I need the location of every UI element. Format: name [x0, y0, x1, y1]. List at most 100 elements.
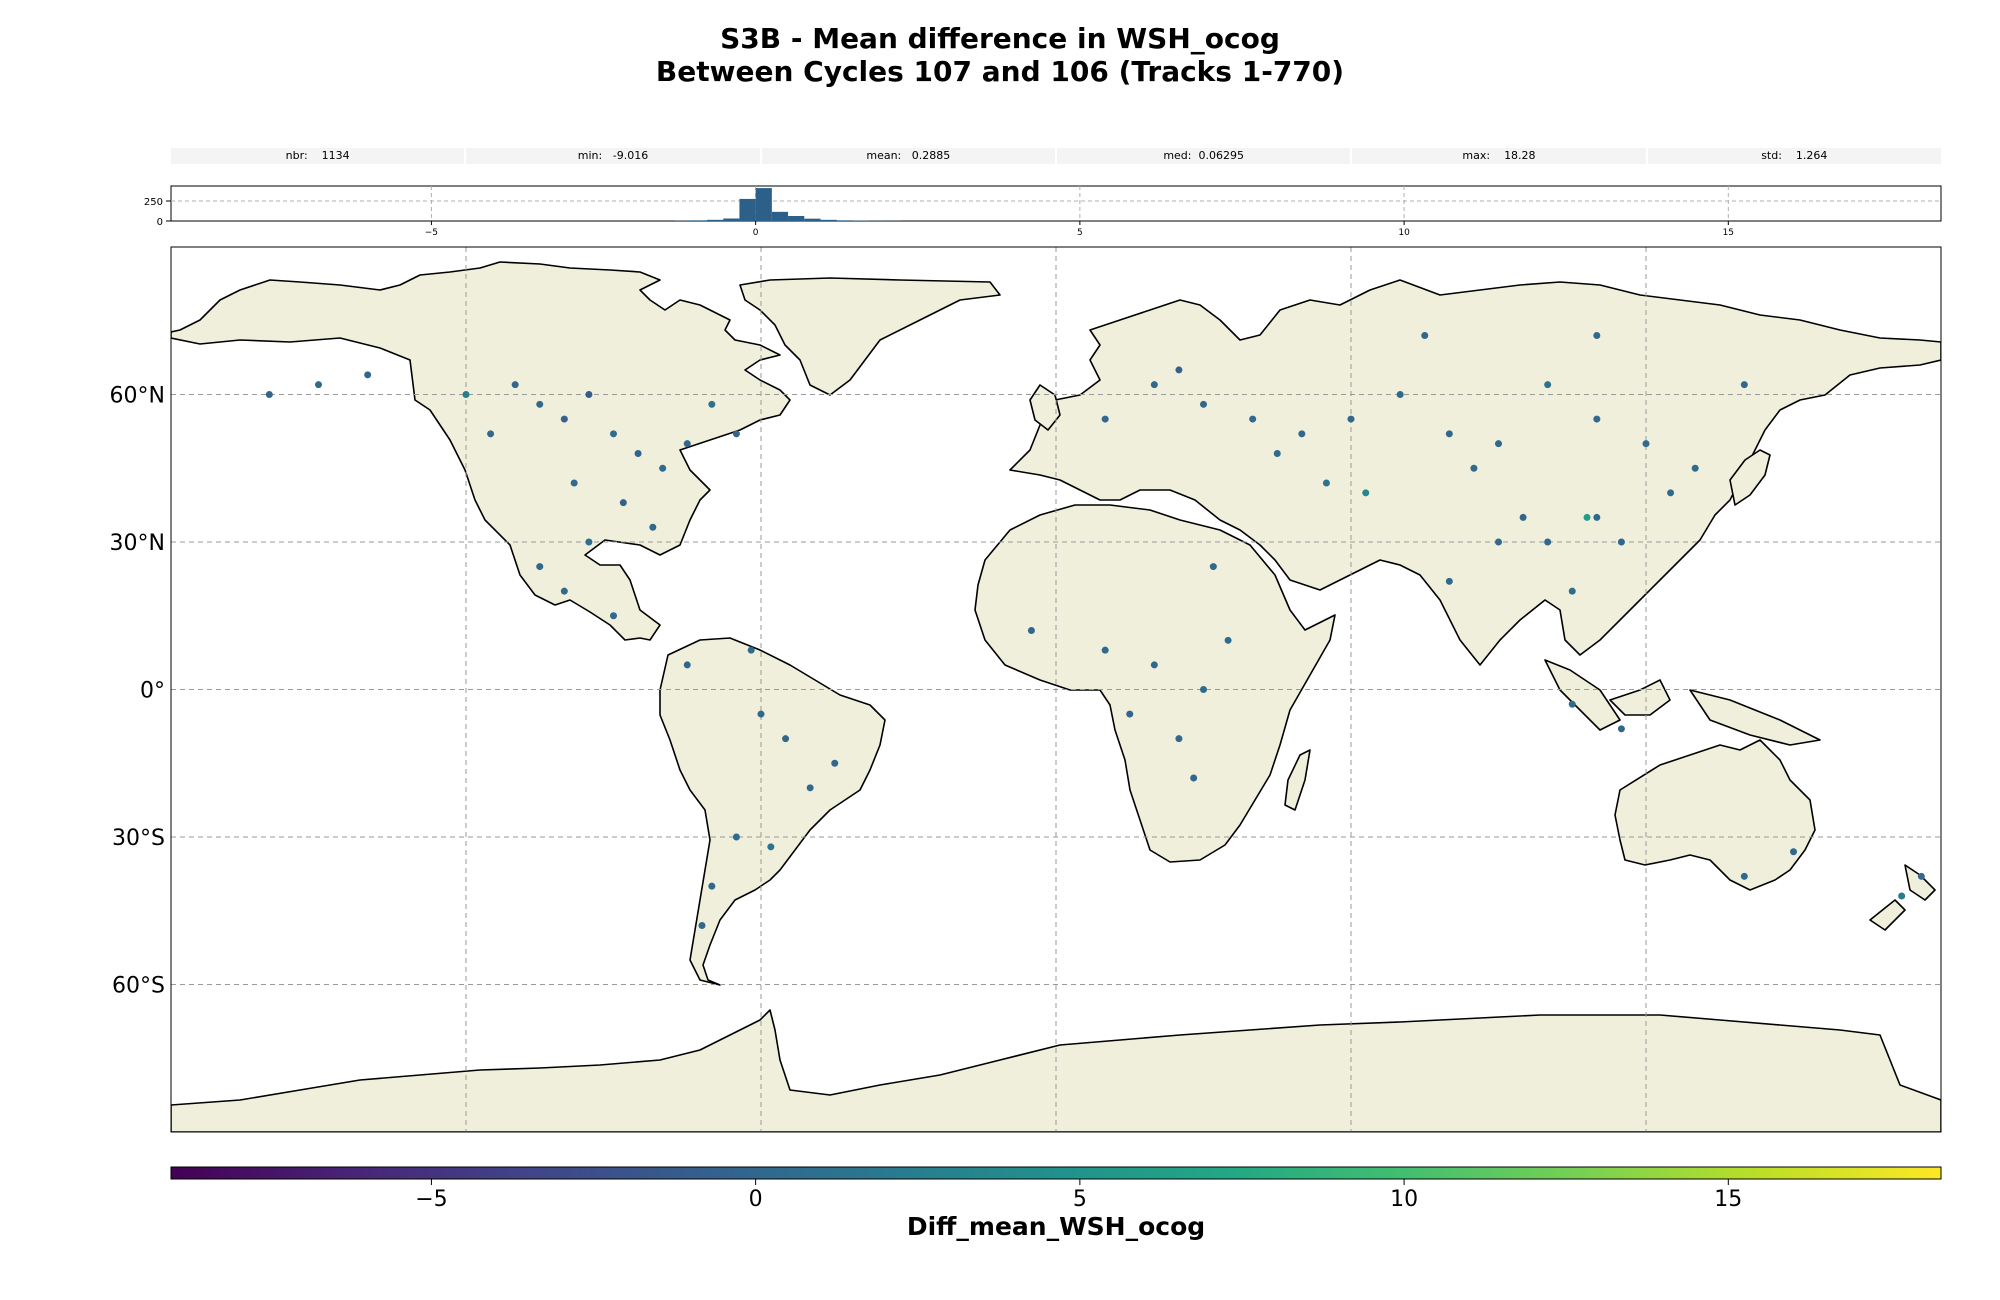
data-point [619, 499, 627, 507]
data-point [1593, 415, 1601, 423]
data-point [1150, 381, 1158, 389]
stat-label: min: [577, 149, 603, 162]
madagascar-landmass [1284, 749, 1311, 811]
stat-value: 0.06295 [1198, 149, 1244, 162]
new-zealand-landmass [1869, 864, 1936, 931]
data-point [1322, 479, 1330, 487]
australia-landmass [1614, 739, 1816, 891]
data-point [1568, 700, 1576, 708]
histogram-x-tick-label: 5 [1077, 228, 1083, 238]
data-point [806, 784, 814, 792]
data-point [1691, 464, 1699, 472]
data-point [1150, 661, 1158, 669]
stat-mean: mean: 0.2885 [761, 148, 1057, 164]
data-point [1667, 489, 1675, 497]
histogram-bar [755, 188, 772, 221]
histogram-bars [674, 188, 902, 221]
data-point [698, 922, 706, 929]
uk-landmass [1029, 384, 1061, 431]
latitude-label: 0° [140, 679, 165, 704]
colorbar-label: Diff_mean_WSH_ocog [907, 1212, 1205, 1241]
stat-value: -9.016 [612, 149, 649, 162]
data-point [1583, 513, 1591, 521]
map-frame [170, 246, 1942, 1133]
data-point [1593, 513, 1601, 521]
data-point [462, 391, 470, 398]
data-point [560, 587, 568, 595]
data-point [1495, 440, 1502, 448]
data-point [1249, 415, 1257, 423]
data-point [1175, 735, 1183, 743]
data-point [536, 563, 544, 571]
colorbar-tick-label: 5 [1073, 1187, 1087, 1212]
data-point [1362, 489, 1370, 497]
histogram-x-tick-label: 15 [1723, 228, 1734, 238]
data-point [683, 440, 691, 448]
stat-label: std: [1761, 149, 1782, 162]
stat-label: mean: [866, 149, 902, 162]
latitude-label: 30°N [110, 531, 165, 556]
southeast-asia-islands [1544, 659, 1821, 746]
histogram-bar [836, 220, 853, 221]
latitude-label: 60°S [112, 974, 165, 999]
histogram-y-tick-label: 250 [144, 197, 163, 208]
data-point [767, 843, 775, 851]
histogram-x-ticks: −5 0 5 10 15 [425, 221, 1734, 238]
data-point [1519, 513, 1527, 521]
colorbar-tick-label: 10 [1390, 1187, 1418, 1212]
data-point [570, 479, 578, 487]
stat-std: std: 1.264 [1647, 148, 1941, 164]
data-point [1617, 725, 1625, 733]
histogram-bar [804, 218, 821, 221]
data-points [265, 332, 1925, 929]
data-point [364, 371, 372, 379]
data-point [1101, 646, 1109, 654]
data-point [708, 400, 716, 408]
data-point [708, 882, 716, 890]
histogram-x-tick-label: 0 [753, 228, 759, 238]
data-point [265, 391, 273, 398]
stat-label: max: [1462, 149, 1491, 162]
colorbar-gradient [170, 1166, 1942, 1180]
data-point [1190, 774, 1198, 782]
data-point [1200, 686, 1207, 693]
stat-value: 1.264 [1795, 149, 1828, 162]
data-point [610, 612, 617, 620]
data-point [1790, 848, 1797, 856]
histogram-bar [739, 198, 756, 221]
histogram-bar [788, 216, 805, 221]
south-america-landmass [659, 637, 886, 986]
data-point [585, 391, 593, 398]
data-point [487, 430, 495, 438]
world-map: 60°N 30°N 0° 30°S 60°S [110, 246, 1942, 1133]
data-point [585, 538, 593, 546]
data-point [1740, 872, 1748, 880]
histogram-bar [707, 219, 724, 221]
data-point [732, 430, 740, 438]
stat-min: min: -9.016 [466, 148, 762, 164]
greenland-landmass [739, 277, 1001, 396]
data-point [1126, 710, 1134, 718]
histogram-bar [771, 211, 789, 221]
stat-max: max: 18.28 [1352, 148, 1648, 164]
data-point [610, 430, 617, 438]
data-point [560, 415, 568, 423]
data-point [1445, 577, 1453, 585]
data-point [1740, 381, 1748, 389]
colorbar-tick-label: 15 [1714, 1187, 1742, 1212]
data-point [1347, 415, 1355, 423]
eurasia-landmass [1009, 279, 1941, 666]
histogram-frame [170, 185, 1942, 222]
data-point [757, 710, 765, 718]
latitude-labels: 60°N 30°N 0° 30°S 60°S [110, 384, 165, 999]
data-point [1209, 563, 1217, 571]
data-point [732, 833, 740, 841]
plot-title-line-1: S3B - Mean difference in WSH_ocog [720, 22, 1280, 55]
data-point [1470, 464, 1478, 472]
histogram-y-tick-label: 0 [157, 217, 163, 228]
histogram-bar [723, 218, 740, 221]
japan-landmass [1729, 449, 1771, 506]
histogram-bar [820, 219, 837, 221]
data-point [1396, 391, 1404, 398]
